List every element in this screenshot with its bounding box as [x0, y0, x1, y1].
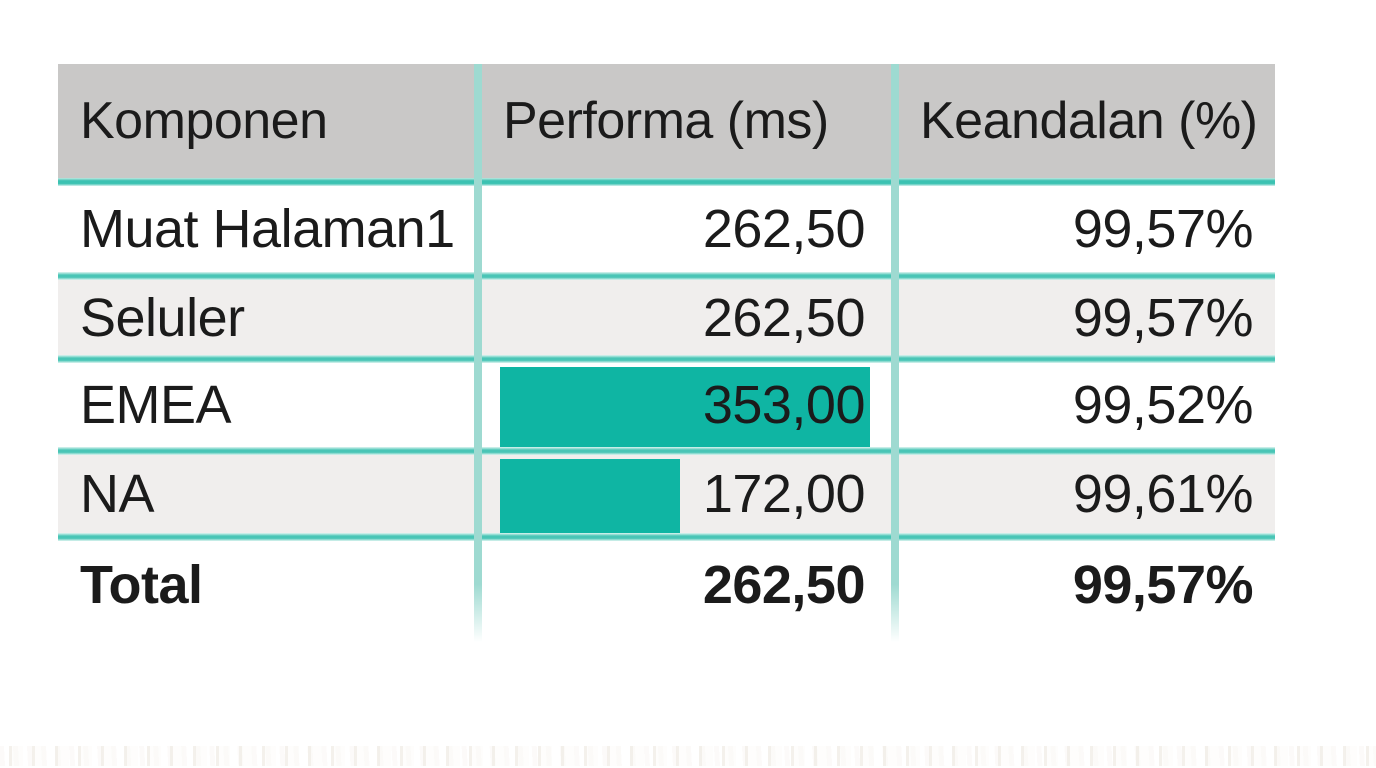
column-header-label: Keandalan (%) [920, 92, 1258, 150]
keandalan-value: 99,57% [1072, 287, 1254, 348]
cell-keandalan: 99,57% [899, 280, 1275, 355]
table-row-muat-halaman1[interactable]: Muat Halaman1 262,50 99,57% [58, 186, 1275, 272]
cell-total-keandalan: 99,57% [899, 541, 1275, 628]
cell-keandalan: 99,57% [899, 186, 1275, 272]
cell-komponen: EMEA [58, 363, 482, 447]
databar-track [500, 459, 870, 533]
row-label: NA [80, 464, 155, 524]
column-header-keandalan[interactable]: Keandalan (%) [899, 64, 1275, 178]
column-divider-2 [891, 64, 899, 642]
keandalan-value: 99,61% [1072, 464, 1254, 524]
cell-komponen: Muat Halaman1 [58, 186, 482, 272]
row-separator [58, 355, 1275, 363]
performa-value: 262,50 [702, 287, 866, 348]
row-label: Muat Halaman1 [80, 199, 455, 259]
cell-total-label: Total [58, 541, 482, 628]
table-row-emea[interactable]: EMEA 353,00 99,52% [58, 363, 1275, 447]
cell-performa: 262,50 [482, 186, 899, 272]
table-row-na[interactable]: NA 172,00 99,61% [58, 455, 1275, 533]
keandalan-value: 99,52% [1072, 375, 1254, 435]
cell-performa: 172,00 [482, 455, 899, 533]
performa-databar [500, 459, 681, 533]
keandalan-value: 99,57% [1072, 199, 1254, 259]
table-visual: Komponen Performa (ms) Keandalan (%) Mua… [58, 64, 1275, 642]
databar-track [500, 367, 870, 447]
cell-komponen: Seluler [58, 280, 482, 355]
table-header-row: Komponen Performa (ms) Keandalan (%) [58, 64, 1275, 178]
row-separator [58, 533, 1275, 541]
row-separator [58, 447, 1275, 455]
performa-value: 353,00 [702, 375, 866, 435]
column-header-label: Performa (ms) [503, 92, 829, 150]
total-performa-value: 262,50 [702, 554, 866, 615]
table-row-seluler[interactable]: Seluler 262,50 99,57% [58, 280, 1275, 355]
column-header-performa[interactable]: Performa (ms) [482, 64, 899, 178]
row-label: EMEA [80, 375, 232, 435]
row-separator [58, 272, 1275, 280]
column-header-komponen[interactable]: Komponen [58, 64, 482, 178]
table-total-row[interactable]: Total 262,50 99,57% [58, 541, 1275, 628]
cell-performa: 353,00 [482, 363, 899, 447]
row-label: Seluler [80, 287, 245, 348]
column-header-label: Komponen [80, 92, 328, 150]
column-divider-1 [474, 64, 482, 642]
performa-value: 262,50 [702, 199, 866, 259]
total-keandalan-value: 99,57% [1072, 554, 1254, 615]
total-label: Total [80, 554, 203, 615]
header-separator [58, 178, 1275, 186]
cell-keandalan: 99,61% [899, 455, 1275, 533]
performa-databar [500, 367, 870, 447]
cell-keandalan: 99,52% [899, 363, 1275, 447]
cell-performa: 262,50 [482, 280, 899, 355]
performa-value: 172,00 [702, 464, 866, 524]
cell-komponen: NA [58, 455, 482, 533]
cell-total-performa: 262,50 [482, 541, 899, 628]
bottom-artifact-strip [0, 746, 1376, 766]
